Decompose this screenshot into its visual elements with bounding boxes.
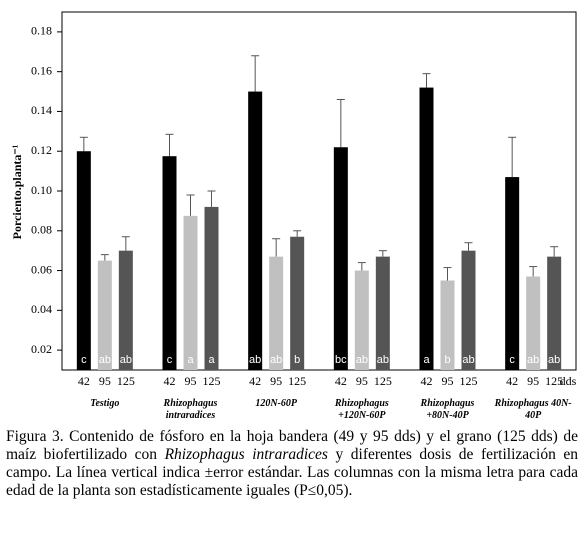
x-unit-label: dds [560, 374, 577, 388]
bar [440, 280, 455, 370]
bar-letter: ab [99, 354, 111, 366]
bar-letter: ab [356, 354, 368, 366]
caption-text: y diferentes dosis de fertilización en c… [6, 446, 578, 499]
y-axis-label: Porciento.planta⁻¹ [10, 144, 24, 239]
bar [269, 256, 284, 370]
y-tick-label: 0.08 [31, 223, 52, 237]
bar-letter: b [294, 354, 300, 366]
bar [248, 91, 263, 371]
x-sub-label: 95 [356, 374, 368, 388]
bar [419, 87, 434, 371]
bar [547, 256, 562, 370]
group-label: 120N-60P [255, 398, 297, 409]
y-tick-label: 0.16 [31, 63, 52, 77]
group-label: Rhizophagus 40N-40P [494, 398, 572, 421]
bar-letter: c [509, 354, 515, 366]
bar [97, 260, 112, 370]
bar [118, 250, 133, 370]
bar-letter: ab [377, 354, 389, 366]
y-tick-label: 0.06 [31, 262, 52, 276]
x-sub-label: 42 [421, 374, 433, 388]
bar-letter: a [187, 354, 194, 366]
bar [461, 250, 476, 370]
plot-frame [61, 11, 577, 371]
bar [333, 147, 348, 370]
x-sub-label: 95 [527, 374, 539, 388]
caption-text: Rhizophagus intraradices [164, 446, 328, 463]
bar [375, 256, 390, 370]
bar-letter: ab [120, 354, 132, 366]
x-sub-label: 125 [203, 374, 221, 388]
bar [204, 206, 219, 370]
bar [354, 270, 369, 370]
bar [290, 236, 305, 370]
y-tick-label: 0.12 [31, 143, 52, 157]
chart: Porciento.planta⁻¹ 0.02 0.04 0.06 0.08 0.10 0… [10, 11, 577, 388]
group-label: Rhizophagus intraradices [163, 398, 218, 421]
bar-letter: ab [249, 354, 261, 366]
bar-letter: ab [548, 354, 560, 366]
x-sub-label: 95 [270, 374, 282, 388]
y-tick-label: 0.10 [31, 183, 52, 197]
bar [76, 151, 91, 370]
bar [505, 177, 520, 370]
x-sub-label: 95 [442, 374, 454, 388]
bar [526, 276, 541, 370]
x-sub-label: 42 [335, 374, 347, 388]
bar-letter: ab [527, 354, 539, 366]
group-label: Testigo [90, 398, 120, 409]
bar-letter: ab [270, 354, 282, 366]
x-sub-label: 125 [545, 374, 563, 388]
x-sub-label: 125 [288, 374, 306, 388]
bar-letter: b [444, 354, 450, 366]
bar-letter: c [81, 354, 87, 366]
x-sub-label: 95 [185, 374, 197, 388]
x-sub-label: 42 [78, 374, 90, 388]
x-sub-label: 95 [99, 374, 111, 388]
x-sub-label: 125 [374, 374, 392, 388]
x-sub-label: 42 [164, 374, 176, 388]
bar-letter: bc [335, 354, 347, 366]
bar-letter: ab [462, 354, 474, 366]
y-tick-label: 0.04 [31, 302, 52, 316]
y-tick-label: 0.18 [31, 24, 52, 38]
group-label: Rhizophagus +80N-40P [420, 398, 475, 421]
caption-text: Figura 3. Contenido de fósforo en la hoj… [6, 428, 578, 463]
y-tick-label: 0.14 [31, 103, 52, 117]
bar [162, 156, 177, 370]
bar [183, 215, 198, 370]
x-sub-label: 42 [506, 374, 518, 388]
x-sub-label: 125 [460, 374, 478, 388]
y-tick-label: 0.02 [31, 342, 52, 356]
bar-letter: c [167, 354, 173, 366]
bar-letter: a [423, 354, 430, 366]
caption: Figura 3. Contenido de fósforo en la hoj… [6, 428, 578, 500]
x-sub-label: 125 [117, 374, 135, 388]
group-label: Rhizophagus +120N-60P [334, 398, 389, 421]
bar-letter: a [208, 354, 215, 366]
x-sub-label: 42 [249, 374, 261, 388]
